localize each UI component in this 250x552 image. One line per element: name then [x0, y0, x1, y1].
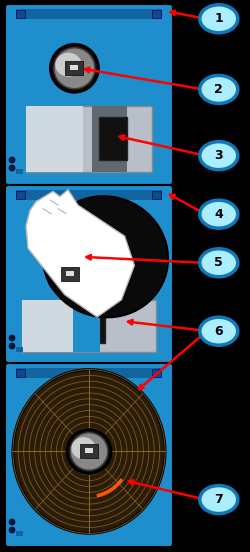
Bar — [73, 300, 100, 352]
Bar — [16, 190, 162, 200]
Bar — [92, 105, 127, 172]
Text: 3: 3 — [214, 149, 223, 162]
Ellipse shape — [200, 200, 238, 228]
Ellipse shape — [42, 197, 168, 317]
Ellipse shape — [72, 437, 96, 459]
Bar — [76, 309, 105, 343]
FancyBboxPatch shape — [5, 4, 173, 185]
Bar — [85, 448, 93, 453]
Bar — [70, 65, 78, 70]
Bar — [16, 191, 25, 199]
Bar — [80, 444, 98, 459]
Ellipse shape — [200, 5, 238, 33]
Circle shape — [9, 335, 15, 341]
Bar — [16, 10, 25, 18]
Ellipse shape — [51, 255, 88, 293]
Text: 5: 5 — [214, 256, 223, 269]
Ellipse shape — [200, 249, 238, 277]
Polygon shape — [26, 190, 134, 317]
Ellipse shape — [200, 486, 238, 513]
Bar — [152, 191, 161, 199]
Ellipse shape — [54, 48, 95, 89]
Bar — [16, 169, 23, 174]
FancyBboxPatch shape — [5, 185, 173, 363]
Bar — [22, 300, 82, 352]
Ellipse shape — [48, 252, 92, 296]
Text: 7: 7 — [214, 493, 223, 506]
Bar — [99, 117, 127, 160]
Bar — [16, 369, 25, 377]
Bar — [26, 105, 152, 172]
Bar — [152, 369, 161, 377]
Bar — [60, 267, 78, 281]
Bar — [16, 531, 23, 536]
Text: 1: 1 — [214, 12, 223, 25]
Text: 4: 4 — [214, 208, 223, 221]
Bar — [66, 271, 74, 276]
Bar — [152, 10, 161, 18]
Bar — [16, 9, 162, 19]
Bar — [16, 347, 23, 352]
Ellipse shape — [200, 142, 238, 169]
Text: 2: 2 — [214, 83, 223, 96]
Ellipse shape — [50, 44, 98, 92]
Text: 6: 6 — [214, 325, 223, 338]
Ellipse shape — [67, 429, 111, 474]
Circle shape — [9, 343, 15, 349]
Ellipse shape — [52, 259, 76, 282]
Ellipse shape — [13, 369, 165, 533]
Circle shape — [9, 165, 15, 171]
Ellipse shape — [200, 76, 238, 103]
Circle shape — [9, 527, 15, 533]
Bar — [16, 368, 162, 378]
Bar — [22, 300, 156, 352]
Bar — [66, 61, 84, 75]
Ellipse shape — [200, 317, 238, 345]
Circle shape — [9, 519, 15, 525]
Circle shape — [9, 157, 15, 163]
Ellipse shape — [55, 52, 82, 77]
Bar — [26, 105, 83, 172]
FancyBboxPatch shape — [5, 363, 173, 547]
Ellipse shape — [70, 433, 108, 470]
Bar — [73, 300, 100, 352]
